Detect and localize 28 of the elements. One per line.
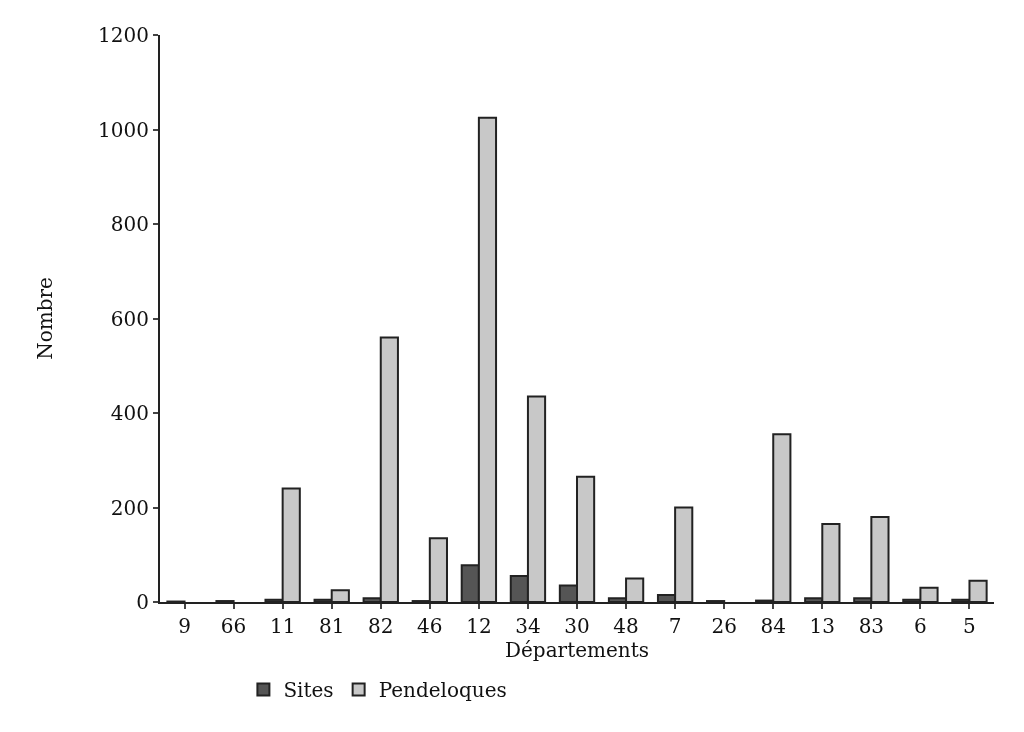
x-tick-label: 12 — [466, 614, 492, 638]
y-tick-label: 1000 — [98, 117, 149, 142]
x-tick-label: 26 — [711, 614, 737, 638]
x-axis-title: Départements — [504, 638, 650, 662]
x-tick-label: 81 — [318, 614, 345, 638]
legend-label: Sites — [283, 678, 334, 703]
x-tick-label: 84 — [760, 614, 786, 638]
y-tick-label: 600 — [110, 306, 149, 331]
x-tick-label: 6 — [914, 614, 927, 638]
y-axis-title: Nombre — [33, 277, 58, 360]
x-tick-label: 66 — [220, 614, 247, 638]
x-tick-label: 13 — [809, 614, 836, 638]
x-tick-label: 11 — [269, 614, 296, 638]
y-tick-label: 200 — [110, 495, 149, 520]
x-tick-label: 48 — [613, 614, 639, 638]
y-tick-label: 1200 — [98, 23, 149, 47]
x-tick-label: 83 — [858, 614, 885, 638]
x-tick-label: 30 — [564, 614, 590, 638]
y-tick-label: 400 — [110, 401, 149, 425]
x-tick-label: 34 — [515, 614, 541, 638]
legend-label: Pendeloques — [378, 678, 507, 703]
x-tick-label: 5 — [963, 614, 976, 638]
x-tick-label: 82 — [368, 614, 394, 638]
x-tick-label: 9 — [178, 614, 191, 638]
y-tick-label: 800 — [110, 212, 149, 236]
x-tick-label: 46 — [417, 614, 443, 638]
x-tick-label: 7 — [668, 614, 682, 638]
y-tick-label: 0 — [136, 590, 149, 614]
